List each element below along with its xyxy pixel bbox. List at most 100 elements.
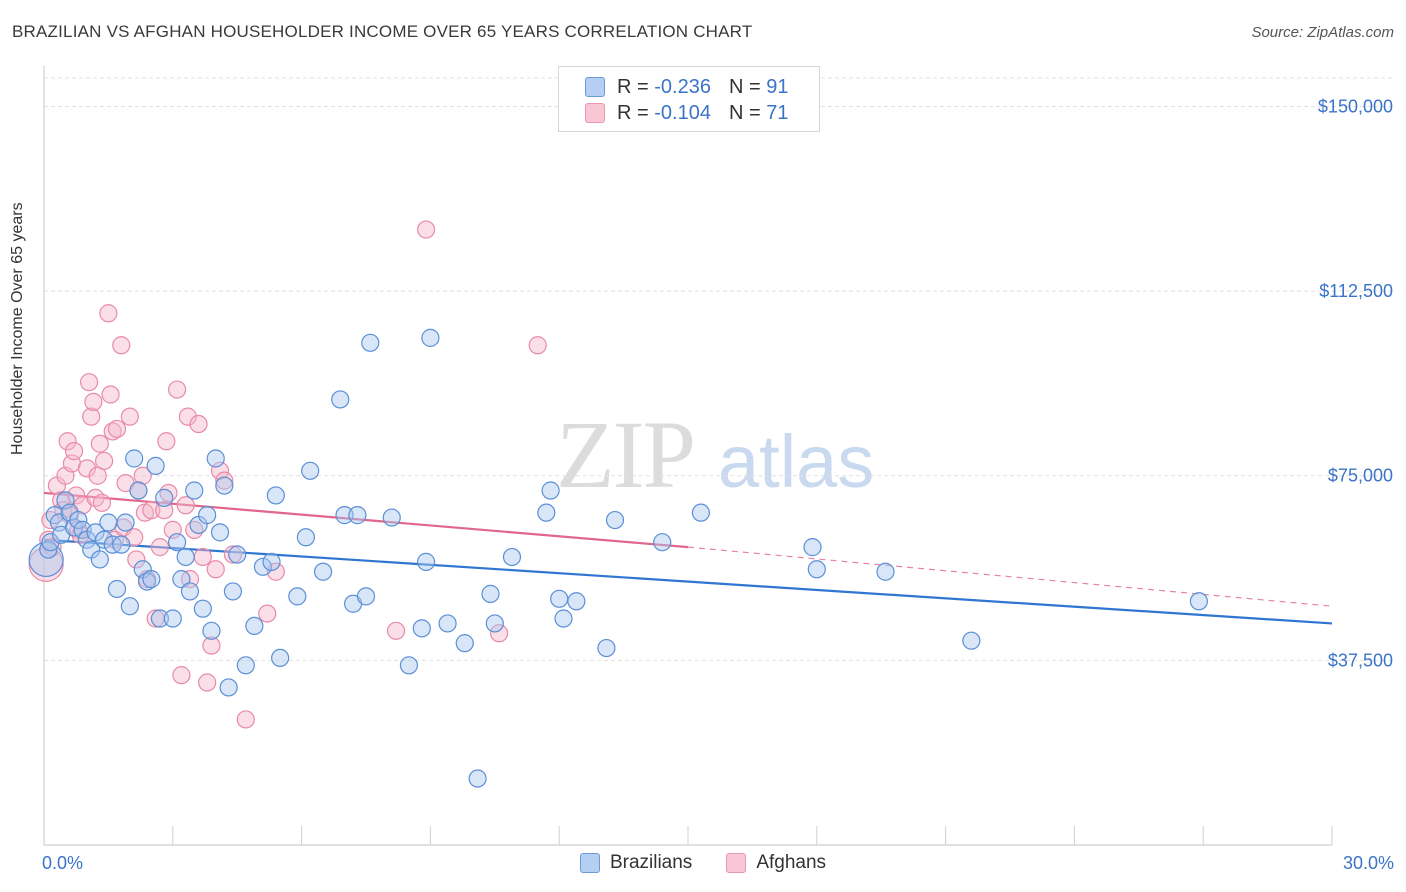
brazilian-point	[313, 562, 333, 581]
legend-swatch-blue	[585, 77, 605, 97]
afghan-point	[215, 471, 234, 490]
afghan-point	[157, 432, 176, 451]
brazilian-point	[468, 769, 487, 788]
afghan-point	[127, 550, 146, 569]
brazilian-point	[69, 510, 88, 530]
brazilian-point	[150, 609, 170, 628]
brazilian-point	[185, 481, 204, 500]
legend-r-value: -0.104	[654, 101, 711, 124]
afghan-point	[386, 621, 406, 640]
brazilian-point	[95, 530, 114, 549]
legend-label-afghans: Afghans	[756, 852, 827, 873]
afghan-point	[176, 496, 195, 515]
legend-n-label: N =	[728, 75, 761, 98]
brazilian-point	[537, 503, 556, 522]
brazilian-point	[142, 570, 161, 589]
legend-stats: R = -0.236 N = 91 R = -0.104 N = 71	[558, 66, 820, 132]
brazilian-point	[438, 614, 457, 633]
brazilian-point	[417, 552, 436, 571]
afghan-point	[528, 336, 547, 355]
afghan-point	[58, 432, 77, 451]
brazilian-point	[412, 619, 431, 638]
afghan-point	[150, 538, 170, 557]
axes	[43, 66, 1333, 846]
trend-line-brazilians	[43, 538, 1333, 625]
afghan-point	[189, 414, 208, 434]
y-tick-label: $112,500	[1319, 281, 1393, 301]
brazilian-point	[116, 513, 135, 532]
brazilian-point	[176, 547, 195, 567]
watermark-zip: ZIP	[556, 401, 694, 508]
afghan-point	[193, 547, 212, 567]
tick-labels: $37,500 $75,000 $112,500 $150,000 0.0% 30.0%	[42, 96, 1394, 873]
brazilian-point	[502, 547, 522, 567]
brazilian-point	[129, 481, 148, 500]
x-tick-label-left: 0.0%	[42, 853, 83, 873]
afghan-point	[489, 624, 509, 643]
brazilian-point	[125, 449, 144, 468]
brazilian-point	[691, 503, 710, 522]
brazilian-point	[41, 533, 60, 552]
brazilian-point	[485, 614, 504, 633]
brazilian-point	[99, 513, 118, 532]
brazilian-point	[28, 541, 64, 578]
afghan-point	[92, 493, 112, 512]
legend-item-brazilians: Brazilians	[579, 852, 692, 874]
gridlines	[44, 77, 1395, 661]
brazilian-point	[206, 449, 225, 468]
brazilian-point	[296, 528, 315, 547]
brazilian-point	[215, 476, 234, 495]
brazilian-point	[605, 510, 625, 530]
afghan-point	[155, 501, 174, 520]
brazilian-point	[262, 552, 281, 571]
afghan-point	[107, 419, 127, 439]
legend-n-value: 91	[766, 75, 789, 98]
afghan-point	[417, 220, 436, 239]
brazilian-point	[301, 461, 320, 480]
afghan-point	[120, 407, 139, 426]
brazilian-point	[202, 621, 221, 640]
brazilian-point	[356, 587, 376, 606]
afghan-point	[236, 710, 255, 729]
brazilian-point	[455, 634, 474, 653]
brazilian-points	[28, 328, 1209, 788]
brazilian-point	[481, 584, 500, 603]
brazilian-point	[567, 592, 586, 611]
brazilian-point	[210, 523, 230, 542]
afghan-point	[67, 486, 86, 505]
brazilian-point	[541, 481, 560, 500]
brazilian-point	[219, 678, 238, 697]
brazilian-point	[172, 570, 191, 589]
afghan-point	[82, 407, 101, 426]
brazilian-point	[399, 656, 419, 675]
legend-row-brazilians: R = -0.236 N = 91	[585, 75, 788, 99]
brazilian-point	[112, 535, 131, 554]
afghan-point	[64, 442, 84, 461]
brazilian-point	[335, 506, 354, 525]
brazilian-point	[198, 506, 217, 525]
brazilian-point	[228, 545, 247, 564]
y-axis-label: Householder Income Over 65 years	[9, 202, 26, 455]
brazilian-point	[1189, 592, 1209, 611]
legend-swatch-blue	[579, 853, 600, 873]
brazilian-point	[180, 582, 200, 601]
afghan-point	[95, 451, 114, 471]
brazilian-point	[39, 540, 58, 559]
brazilian-point	[155, 488, 174, 507]
brazilian-point	[266, 486, 285, 505]
brazilian-point	[90, 550, 109, 569]
legend-swatch-pink	[585, 103, 605, 123]
afghan-point	[206, 560, 225, 579]
legend-row-afghans: R = -0.104 N = 71	[585, 101, 788, 125]
afghan-point	[202, 636, 221, 655]
brazilian-point	[382, 508, 401, 527]
y-tick-label: $37,500	[1328, 650, 1393, 670]
brazilian-point	[554, 609, 573, 628]
brazilian-point	[163, 609, 182, 628]
afghan-point	[178, 407, 197, 426]
afghan-point	[142, 501, 161, 520]
y-tick-label: $150,000	[1318, 96, 1393, 116]
legend-n-label: N =	[728, 101, 761, 124]
afghan-point	[90, 434, 109, 453]
